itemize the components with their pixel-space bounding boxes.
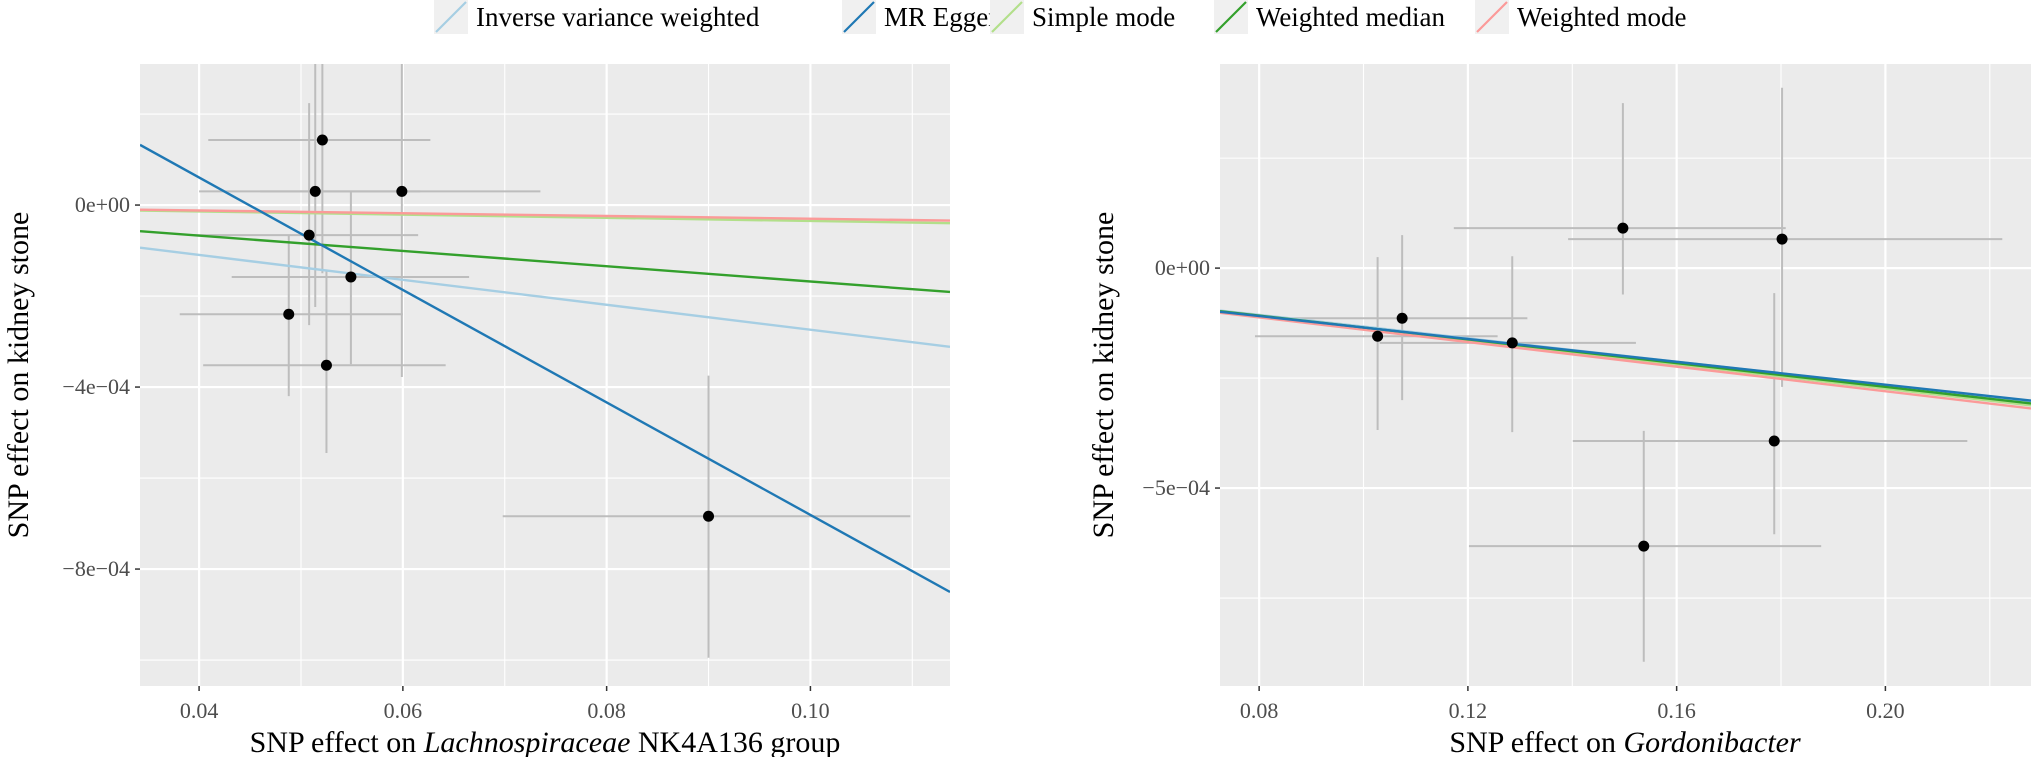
x-axis-title-suffix: NK4A136 group	[630, 726, 840, 757]
x-tick-label: 0.06	[384, 698, 423, 723]
regression-line-mr-egger	[1220, 310, 2031, 402]
data-point	[316, 134, 328, 146]
x-axis-title-taxon: Lachnospiraceae	[423, 726, 631, 757]
data-point	[1396, 312, 1408, 324]
legend-item: Weighted mode	[1475, 0, 1687, 34]
data-points	[1372, 222, 1788, 552]
data-point	[1506, 337, 1518, 349]
regression-lines	[140, 143, 950, 594]
x-axis-title-prefix: SNP effect on	[250, 726, 424, 757]
x-tick-label: 0.08	[1240, 698, 1279, 723]
x-tick-label: 0.16	[1657, 698, 1696, 723]
panel-1: 0.04 0.06 0.08 0.10 0e+00 −4e−04 −8e−04 SNP eff…	[2, 64, 950, 757]
regression-line-weighted-mode	[1220, 311, 2031, 410]
panel-background	[140, 64, 950, 686]
legend-label: Weighted mode	[1517, 1, 1687, 32]
y-axis-title: SNP effect on kidney stone	[1087, 212, 1120, 539]
legend-label: Inverse variance weighted	[476, 1, 760, 32]
x-tick-label: 0.10	[791, 698, 830, 723]
regression-lines	[1220, 309, 2031, 410]
x-tick-label: 0.12	[1449, 698, 1488, 723]
legend-item: MR Egger	[842, 0, 997, 34]
y-tick-label: −5e−04	[1142, 475, 1210, 500]
panel-background	[1220, 64, 2031, 686]
gridlines	[1220, 64, 2031, 686]
legend-label: Weighted median	[1256, 1, 1446, 32]
regression-line-inverse-variance-weighted	[140, 246, 950, 348]
legend-label: MR Egger	[884, 1, 998, 32]
legend-label: Simple mode	[1032, 1, 1176, 32]
x-tick-label: 0.08	[587, 698, 626, 723]
legend-item: Inverse variance weighted	[434, 0, 759, 34]
regression-line-mr-egger	[140, 143, 950, 594]
data-point	[309, 185, 321, 197]
x-axis-title-taxon: Gordonibacter	[1623, 726, 1801, 757]
x-axis-title: SNP effect on Gordonibacter	[1449, 726, 1801, 757]
data-point	[1638, 540, 1650, 552]
data-point	[320, 359, 332, 371]
x-axis-title-prefix: SNP effect on	[1449, 726, 1623, 757]
y-tick-label: 0e+00	[1155, 255, 1210, 280]
panel-2: 0.08 0.12 0.16 0.20 0e+00 −5e−04 SNP effect on…	[1087, 64, 2031, 757]
data-point	[1617, 222, 1629, 234]
data-point	[1372, 330, 1384, 342]
legend-item: Weighted median	[1214, 0, 1445, 34]
legend-key-icon	[1214, 0, 1248, 34]
data-point	[396, 185, 408, 197]
regression-line-weighted-median	[140, 229, 950, 294]
y-tick-label: −4e−04	[62, 374, 130, 399]
regression-line-weighted-mode	[140, 208, 950, 222]
x-axis-title: SNP effect on Lachnospiraceae NK4A136 gr…	[250, 726, 841, 757]
legend-item: Simple mode	[990, 0, 1175, 34]
legend-key-icon	[1475, 0, 1509, 34]
x-tick-label: 0.20	[1866, 698, 1905, 723]
data-point	[283, 308, 295, 320]
y-tick-label: −8e−04	[62, 556, 130, 581]
x-tick-label: 0.04	[180, 698, 219, 723]
data-point	[1768, 435, 1780, 447]
legend: Inverse variance weighted MR Egger Simple …	[0, 0, 2031, 34]
data-point	[345, 271, 357, 283]
y-axis-title: SNP effect on kidney stone	[2, 212, 35, 539]
data-point	[303, 229, 315, 241]
y-tick-label: 0e+00	[75, 192, 130, 217]
legend-key-icon	[990, 0, 1024, 34]
data-points	[283, 134, 715, 522]
data-point	[1776, 233, 1788, 245]
legend-key-icon	[842, 0, 876, 34]
data-point	[703, 510, 715, 522]
legend-key-icon	[434, 0, 468, 34]
